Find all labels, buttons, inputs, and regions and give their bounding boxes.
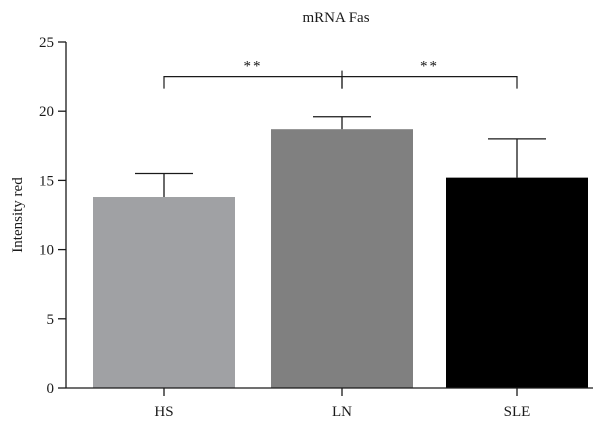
significance-bracket xyxy=(341,75,518,89)
axes-group xyxy=(65,42,593,389)
bar-hs xyxy=(93,197,235,388)
y-tick-label: 0 xyxy=(47,381,55,397)
y-tick-label: 15 xyxy=(39,173,54,189)
x-tick-label-hs: HS xyxy=(154,404,173,420)
bars-group xyxy=(93,129,588,388)
y-tick-label: 10 xyxy=(39,243,54,259)
error-bars-group xyxy=(135,116,546,198)
significance-bracket xyxy=(163,75,343,89)
y-tick-label: 5 xyxy=(47,312,55,328)
x-tick-label-sle: SLE xyxy=(504,404,531,420)
significance-label: ** xyxy=(244,59,263,75)
significance-group: ** ** xyxy=(163,59,518,89)
chart-title: mRNA Fas xyxy=(302,10,369,26)
significance-label: ** xyxy=(420,59,439,75)
y-axis-label-group: Intensity red xyxy=(10,177,26,253)
y-tick-label: 25 xyxy=(39,35,54,51)
y-tick-label: 20 xyxy=(39,104,54,120)
bar-sle xyxy=(446,177,588,388)
x-tick-label-ln: LN xyxy=(332,404,352,420)
y-axis-label: Intensity red xyxy=(10,177,26,253)
x-ticks-group: HS LN SLE xyxy=(154,388,530,420)
bar-ln xyxy=(271,129,413,388)
y-ticks-group: 0 5 10 15 20 25 xyxy=(39,35,66,397)
